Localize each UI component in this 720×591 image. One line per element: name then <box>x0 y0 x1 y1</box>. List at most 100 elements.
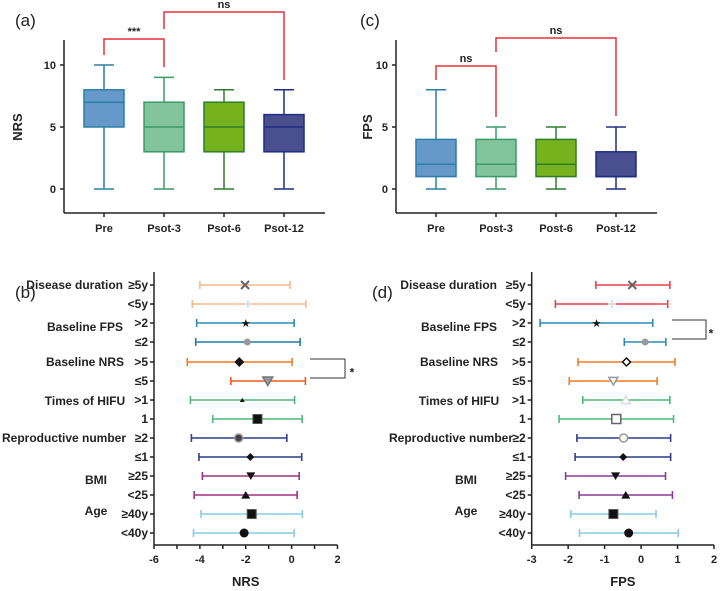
row-label: <25 <box>505 488 526 502</box>
marker-square-icon <box>246 509 257 519</box>
row-label: ≥5y <box>128 278 148 292</box>
marker-square-icon <box>608 509 619 519</box>
row-label: ≤1 <box>135 450 149 464</box>
x-axis-label: NRS <box>232 574 260 589</box>
box-Post-3 <box>475 138 517 178</box>
group-label: Times of HIFU <box>419 394 499 408</box>
marker-star-icon: ★ <box>241 318 251 330</box>
marker-x-icon <box>240 280 250 290</box>
box-panel-a: (a) 0 5 10 NRS Pre Psot-3 Psot-6 Psot-12 *** ns <box>10 0 325 235</box>
row-label: <40y <box>121 526 148 540</box>
x-tick-label: 2 <box>711 554 717 566</box>
marker-circle-icon <box>239 528 249 538</box>
y-tick-label: 10 <box>376 60 388 72</box>
row-label: <40y <box>499 526 526 540</box>
box-Psot-12 <box>263 113 305 153</box>
significance-bracket <box>435 65 497 117</box>
x-tick-label: Post-12 <box>596 223 636 235</box>
marker-smalltri-icon <box>239 397 245 402</box>
significance-label: ns <box>550 25 563 37</box>
box-Post-12 <box>595 151 637 178</box>
row-label: >5 <box>134 355 148 369</box>
marker-opentri-icon <box>619 394 632 405</box>
row-label: ≥40y <box>121 507 148 521</box>
row-label: ≤1 <box>512 450 526 464</box>
group-label: BMI <box>85 473 107 487</box>
group-label: Baseline FPS <box>47 320 123 334</box>
significance-bracket <box>103 38 165 67</box>
row-label: ≤2 <box>135 335 149 349</box>
y-tick-label: 0 <box>382 184 388 196</box>
panel-label: (b) <box>15 283 36 302</box>
group-label: Age <box>85 504 108 518</box>
row-label: ≤5 <box>512 374 526 388</box>
marker-plus-icon <box>243 300 252 308</box>
x-tick-label: Psot-3 <box>147 223 181 235</box>
box-Pre <box>83 89 125 128</box>
x-tick-label: 2 <box>334 554 340 566</box>
group-label: Disease duration <box>26 278 123 292</box>
marker-tri-icon <box>241 490 251 499</box>
marker-circle-icon <box>624 528 634 538</box>
forest-panel-d: (d) -3 -2 -1 0 1 2 FPS Disease duration Baseline … <box>372 272 717 589</box>
significance-label: * <box>709 327 714 341</box>
row-label: ≥40y <box>499 507 526 521</box>
group-label: BMI <box>455 473 477 487</box>
group-label: Age <box>455 504 478 518</box>
x-tick-label: -6 <box>149 554 159 566</box>
row-label: ≥5y <box>506 278 526 292</box>
marker-diamond-icon <box>234 357 245 367</box>
box-Pre <box>415 138 457 178</box>
marker-open-diamond-icon <box>621 356 632 368</box>
row-label: ≥25 <box>506 469 526 483</box>
row-label: <5y <box>128 297 149 311</box>
x-tick-label: Pre <box>427 223 445 235</box>
forest-panel-b: (b) -6 -4 -2 0 2 NRS Disease duration Baseline F… <box>2 272 355 589</box>
panel-label: (d) <box>372 283 393 302</box>
group-label: Baseline NRS <box>420 355 498 369</box>
box-Post-6 <box>535 138 577 178</box>
x-tick-label: -2 <box>241 554 251 566</box>
marker-diamond-icon <box>246 453 255 461</box>
y-axis-label: FPS <box>360 114 375 140</box>
row-label: >1 <box>134 393 148 407</box>
x-tick-label: 0 <box>638 554 644 566</box>
marker-circle-icon <box>641 338 649 346</box>
y-tick-label: 5 <box>50 122 56 134</box>
y-tick-label: 10 <box>44 60 56 72</box>
marker-tridown-icon <box>246 472 256 481</box>
row-label: ≥2 <box>135 431 149 445</box>
marker-circle-icon <box>243 338 251 346</box>
y-tick-label: 5 <box>382 122 388 134</box>
x-tick-label: Post-6 <box>539 223 573 235</box>
row-label: >5 <box>512 355 526 369</box>
y-tick-label: 0 <box>50 184 56 196</box>
row-label: <25 <box>128 488 149 502</box>
row-label: ≥25 <box>128 469 148 483</box>
group-label: Disease duration <box>400 278 497 292</box>
marker-greytridown-icon <box>261 376 275 387</box>
marker-diamond-icon <box>619 453 628 461</box>
x-tick-label: -2 <box>563 554 573 566</box>
x-tick-label: Psot-6 <box>207 223 241 235</box>
marker-square-icon <box>252 414 263 424</box>
marker-ring-circle-icon <box>233 433 244 443</box>
marker-x-icon <box>627 280 638 290</box>
row-label: <5y <box>505 297 526 311</box>
marker-plus-icon <box>607 300 616 308</box>
x-tick-label: Pre <box>95 223 113 235</box>
x-tick-label: -3 <box>527 554 537 566</box>
group-label: Baseline NRS <box>46 355 124 369</box>
box-panel-c: (c) 0 5 10 FPS Pre Post-3 Post-6 Post-12 ns ns <box>360 11 657 235</box>
x-tick-label: 0 <box>289 554 295 566</box>
significance-label: * <box>350 366 355 380</box>
marker-open-square-icon <box>611 413 622 425</box>
row-label: ≤5 <box>135 374 149 388</box>
x-tick-label: -4 <box>195 554 206 566</box>
significance-bracket <box>163 11 285 80</box>
row-label: >1 <box>512 393 526 407</box>
significance-label: *** <box>128 26 142 38</box>
marker-open-circle-icon <box>618 433 629 443</box>
significance-bracket <box>495 37 617 116</box>
x-tick-label: Post-3 <box>479 223 513 235</box>
